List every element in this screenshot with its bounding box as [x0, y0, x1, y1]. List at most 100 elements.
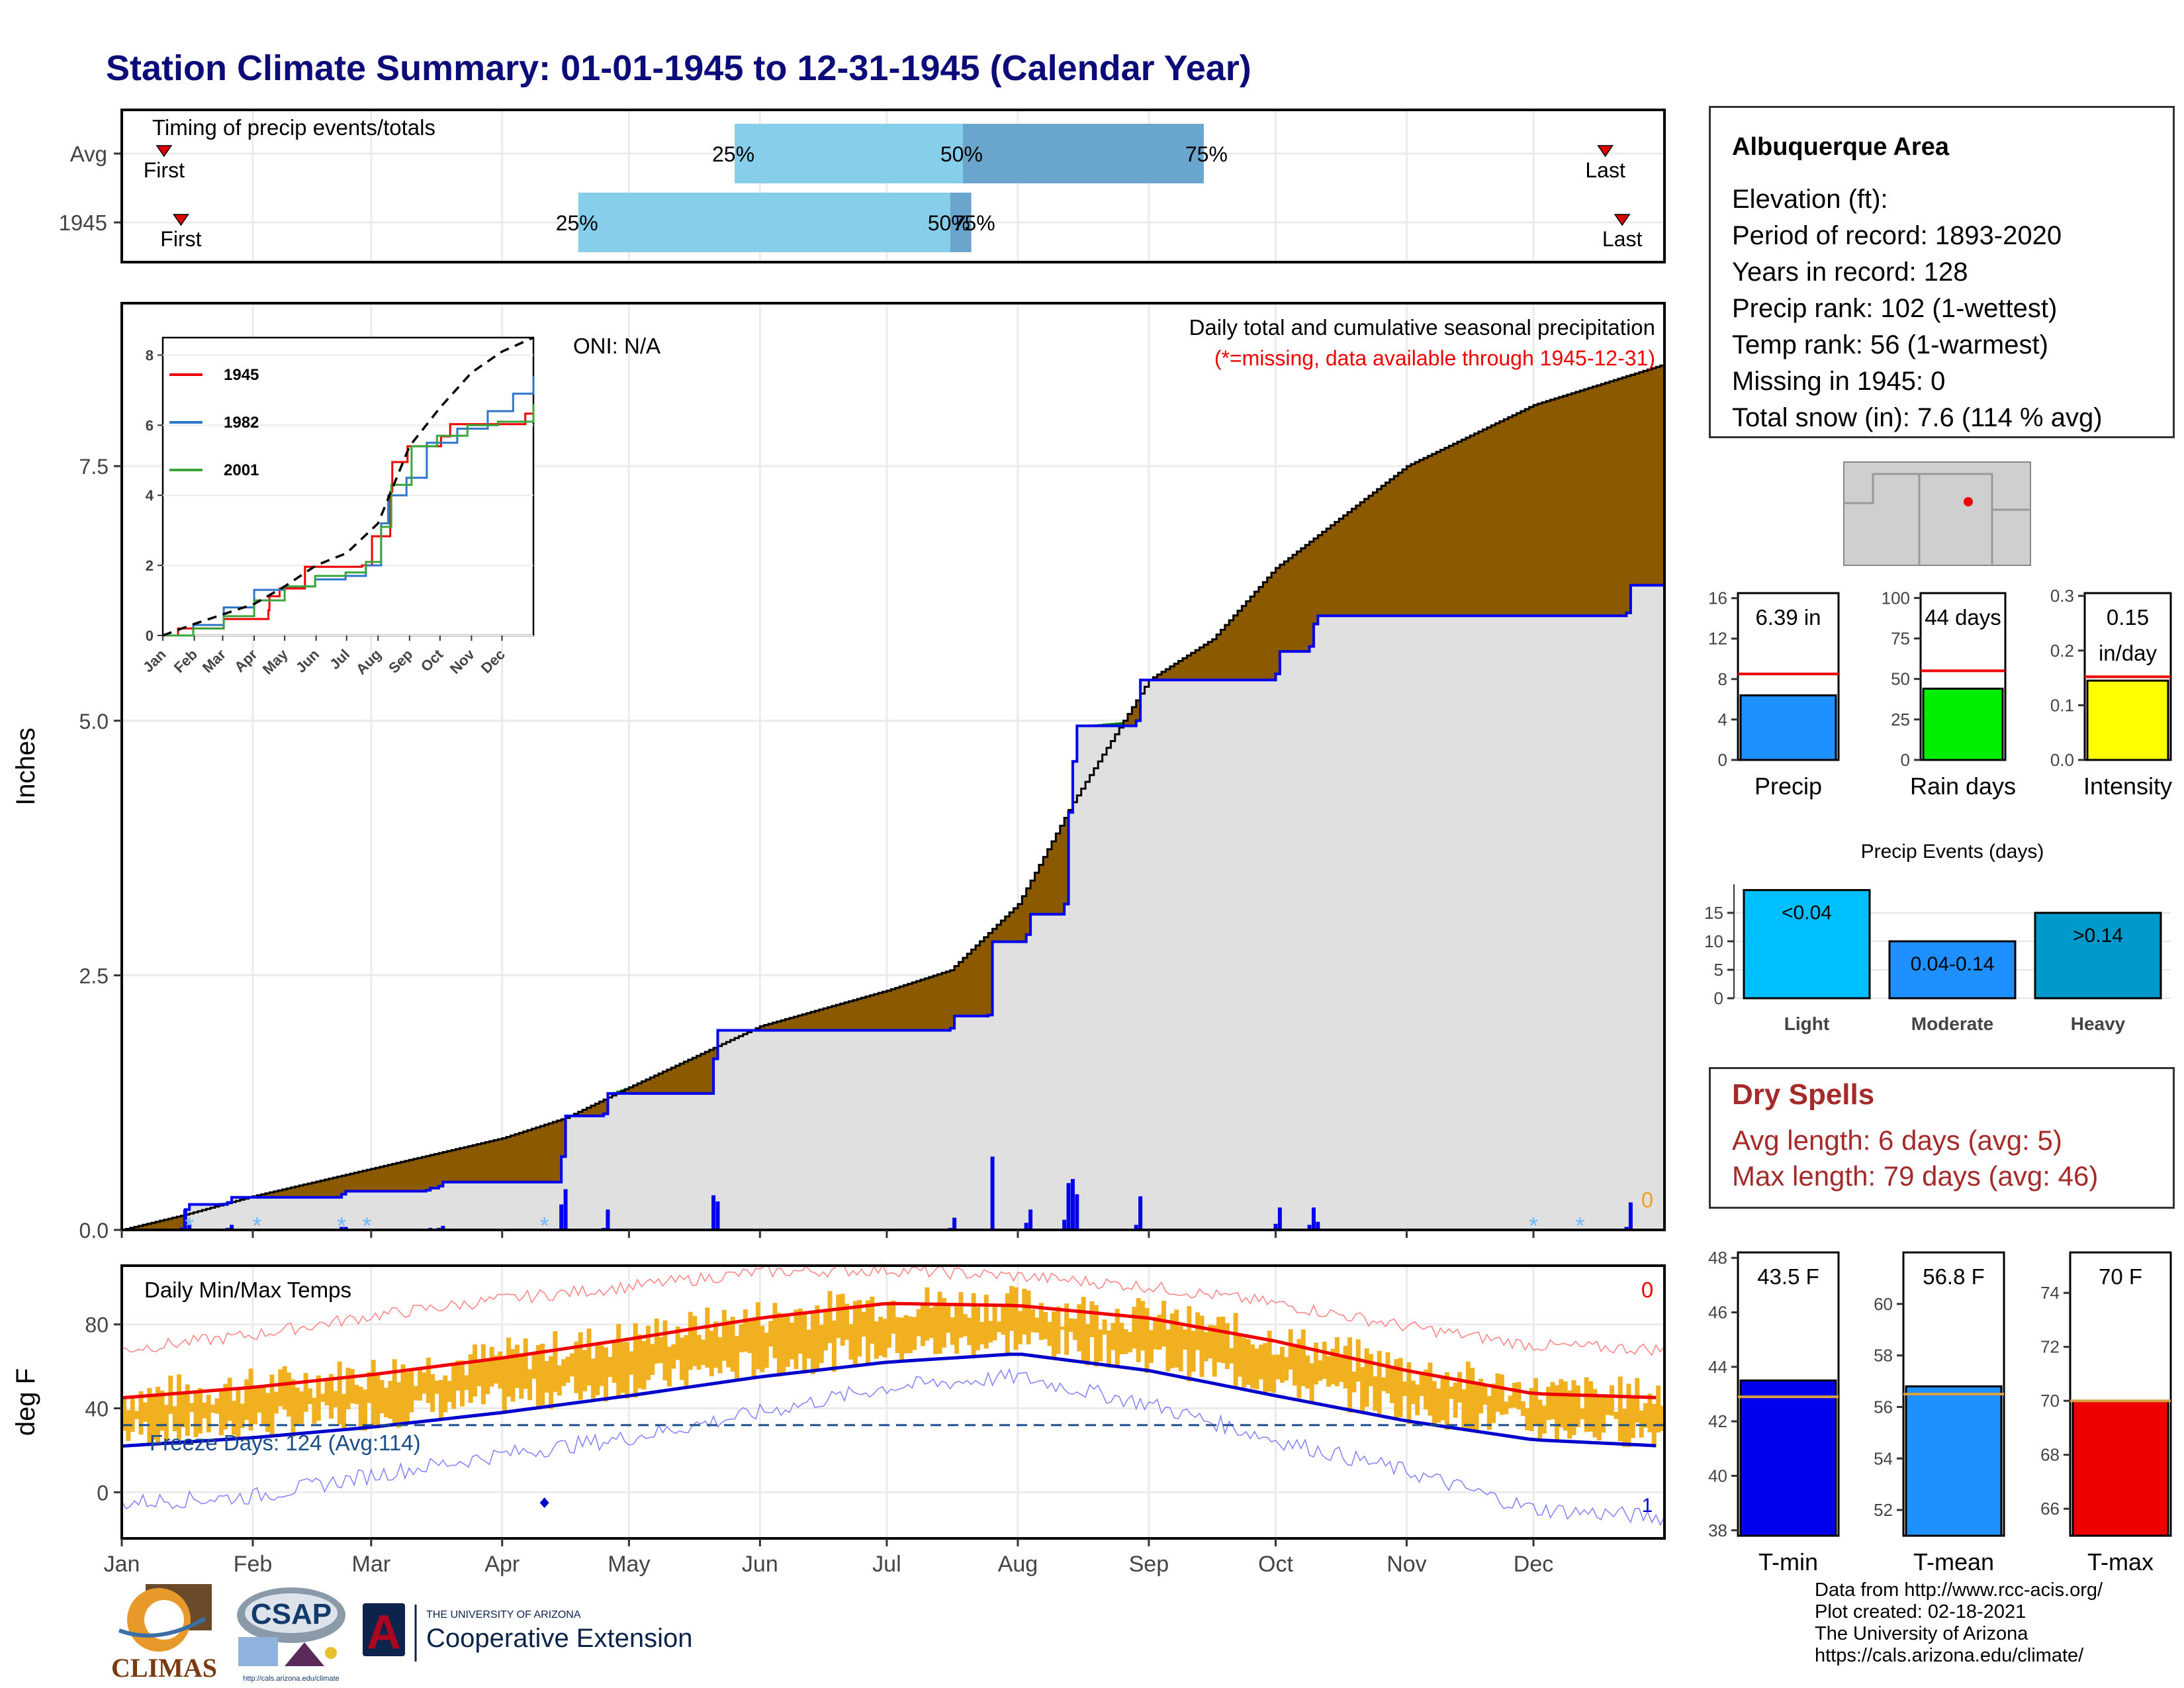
daily-temp-bar: [1123, 1329, 1128, 1354]
daily-temp-bar: [1056, 1306, 1061, 1354]
daily-temp-bar: [553, 1331, 558, 1392]
summary-ytick-label: 70: [2040, 1391, 2060, 1411]
last-event-marker: [1597, 145, 1614, 158]
daily-temp-bar: [1009, 1286, 1015, 1331]
daily-temp-bar: [1246, 1339, 1251, 1385]
daily-temp-bar: [831, 1320, 837, 1372]
daily-temp-bar: [1013, 1287, 1019, 1350]
precip-frame: [120, 302, 1666, 1231]
daily-precip-bar: [606, 1209, 610, 1230]
daily-temp-bar: [1093, 1305, 1099, 1367]
daily-precip-bar: [1277, 1207, 1282, 1230]
daily-temp-bar: [751, 1319, 756, 1379]
last-event-marker: [1614, 214, 1631, 226]
daily-temp-bar: [950, 1317, 955, 1345]
daily-temp-bar: [531, 1352, 537, 1379]
precip-event-category: Light: [1784, 1013, 1829, 1034]
snow-marker: *: [252, 1212, 261, 1239]
daily-temp-bar: [544, 1361, 549, 1393]
summary-ytick-label: 42: [1708, 1411, 1727, 1431]
daily-temp-bar: [941, 1297, 946, 1348]
daily-precip-bar: [1307, 1225, 1312, 1230]
map-state-border: [1844, 473, 1921, 565]
last-event-label: Last: [1602, 227, 1643, 251]
daily-temp-bar: [177, 1374, 182, 1440]
summary-bar-t-max: [2071, 1399, 2169, 1537]
snow-marker: *: [185, 1212, 194, 1239]
daily-temp-bar: [333, 1391, 338, 1407]
daily-temp-bar: [967, 1317, 972, 1346]
university-name-small: THE UNIVERSITY OF ARIZONA: [426, 1609, 581, 1620]
precip-events-ytick-label: 5: [1714, 960, 1723, 980]
daily-temp-bar: [1482, 1385, 1488, 1405]
daily-temp-bar: [586, 1329, 592, 1386]
daily-temp-bar: [142, 1402, 148, 1422]
summary-ytick-label: 16: [1708, 588, 1727, 608]
daily-temp-bar: [637, 1334, 643, 1389]
daily-precip-bar: [1070, 1179, 1075, 1230]
daily-temp-bar: [345, 1368, 351, 1410]
summary-category-label: T-max: [2087, 1548, 2154, 1575]
summary-ytick-label: 52: [1874, 1500, 1893, 1520]
precip-missing-count: 0: [1641, 1188, 1653, 1212]
daily-temp-bar: [1081, 1297, 1086, 1362]
precip-events-ytick-label: 0: [1714, 988, 1723, 1008]
daily-temp-bar: [806, 1329, 811, 1359]
daily-temp-bar: [252, 1387, 257, 1425]
inset-ytick-label: 6: [146, 417, 154, 434]
daily-temp-bar: [1508, 1395, 1513, 1409]
daily-temp-bar: [776, 1313, 782, 1377]
daily-temp-bar: [273, 1391, 279, 1414]
summary-category-label: Rain days: [1910, 773, 2016, 800]
daily-temp-bar: [523, 1338, 528, 1389]
daily-precip-bar: [1134, 1225, 1138, 1230]
daily-temp-bar: [1258, 1344, 1263, 1380]
daily-temp-bar: [269, 1374, 275, 1435]
daily-temp-bar: [925, 1287, 930, 1341]
daily-temp-bar: [574, 1341, 579, 1393]
daily-temp-bar: [1410, 1380, 1416, 1405]
station-snow: Total snow (in): 7.6 (114 % avg): [1732, 403, 2103, 432]
daily-temp-bar: [700, 1339, 705, 1365]
daily-temp-bar: [844, 1303, 850, 1340]
daily-temp-bar: [1453, 1382, 1458, 1418]
daily-temp-bar: [438, 1380, 443, 1421]
daily-temp-bar: [1643, 1403, 1649, 1428]
year-cumulative-area: [122, 579, 1664, 1230]
daily-temp-bar: [1495, 1373, 1500, 1412]
record-max-line: [121, 1263, 1665, 1356]
daily-temp-bar: [1647, 1393, 1653, 1432]
daily-temp-bar: [299, 1391, 304, 1424]
first-event-marker: [172, 214, 189, 226]
daily-temp-bar: [1300, 1329, 1306, 1386]
daily-temp-bar: [988, 1321, 993, 1342]
daily-temp-bar: [1584, 1377, 1589, 1432]
daily-precip-bar: [441, 1225, 445, 1230]
last-event-label: Last: [1585, 158, 1625, 182]
daily-temp-bar: [666, 1346, 672, 1387]
temp-ylabel: deg F: [11, 1368, 40, 1436]
daily-temp-bar: [1596, 1395, 1602, 1440]
daily-temp-bar: [468, 1354, 473, 1403]
timing-p50-label: 50%: [940, 142, 983, 166]
summary-ytick-label: 56: [1874, 1397, 1893, 1417]
month-label: Feb: [234, 1552, 273, 1577]
daily-temp-bar: [1588, 1381, 1594, 1432]
summary-value-label: 6.39 in: [1755, 605, 1821, 630]
daily-temp-bar: [878, 1317, 884, 1356]
daily-temp-bar: [1115, 1309, 1120, 1366]
daily-temp-bar: [349, 1369, 355, 1403]
daily-temp-bar: [713, 1321, 719, 1368]
daily-temp-bar: [181, 1394, 186, 1427]
temp-ytick-label: 40: [85, 1397, 109, 1421]
precip-missing-caption: (*=missing, data available through 1945-…: [1214, 346, 1655, 370]
daily-precip-bar: [1316, 1221, 1320, 1230]
daily-temp-bar: [287, 1372, 292, 1417]
daily-temp-bar: [1440, 1378, 1445, 1421]
daily-temp-bar: [1068, 1318, 1073, 1332]
daily-precip-bar: [343, 1227, 348, 1230]
daily-temp-bar: [134, 1411, 140, 1419]
daily-temp-bar: [514, 1344, 520, 1388]
daily-temp-bar: [1111, 1323, 1116, 1350]
inset-legend-label: 2001: [224, 461, 259, 479]
